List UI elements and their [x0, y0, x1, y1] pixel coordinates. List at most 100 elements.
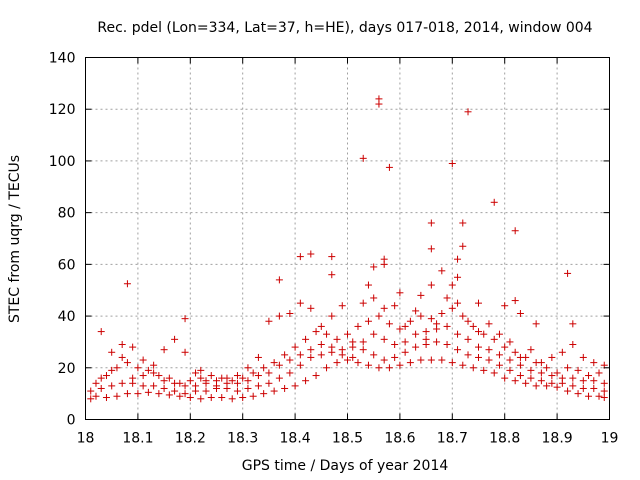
data-point: [401, 348, 409, 356]
data-point: [97, 384, 105, 392]
data-point: [265, 369, 273, 377]
data-point: [574, 366, 582, 374]
data-point: [338, 302, 346, 310]
data-point: [192, 382, 200, 390]
y-axis-ticks: 0 20 40 60 80 100 120 140: [49, 51, 610, 429]
data-point: [359, 154, 367, 162]
data-point: [375, 364, 383, 372]
x-tick-label: 18.3: [227, 431, 258, 447]
data-point: [176, 392, 184, 400]
data-point: [364, 361, 372, 369]
data-point: [579, 384, 587, 392]
data-point: [249, 369, 257, 377]
data-point: [495, 330, 503, 338]
data-point: [123, 359, 131, 367]
data-point: [197, 366, 205, 374]
data-point: [427, 315, 435, 323]
data-point: [118, 341, 126, 349]
data-point: [564, 269, 572, 277]
y-tick-label: 60: [58, 257, 76, 273]
data-point: [459, 242, 467, 250]
data-point: [380, 335, 388, 343]
data-point: [281, 384, 289, 392]
data-point: [448, 281, 456, 289]
data-point: [417, 291, 425, 299]
data-point: [506, 338, 514, 346]
data-point: [501, 343, 509, 351]
data-point: [307, 346, 315, 354]
data-point: [139, 372, 147, 380]
data-point: [454, 273, 462, 281]
data-point: [296, 299, 304, 307]
data-point: [160, 384, 168, 392]
data-point: [281, 351, 289, 359]
y-tick-label: 100: [49, 154, 76, 170]
data-point: [464, 335, 472, 343]
data-point: [338, 351, 346, 359]
data-point: [344, 356, 351, 364]
x-tick-label: 18.7: [437, 431, 468, 447]
data-point: [291, 343, 299, 351]
data-point: [155, 372, 163, 380]
data-point: [511, 348, 519, 356]
data-point: [207, 394, 215, 402]
data-point: [516, 309, 524, 317]
data-point: [260, 364, 268, 372]
data-point: [181, 390, 189, 398]
data-point: [516, 372, 524, 380]
data-point: [349, 353, 357, 361]
data-point: [123, 390, 131, 398]
data-point: [501, 302, 509, 310]
data-point: [139, 356, 147, 364]
data-point: [233, 372, 241, 380]
data-point: [165, 374, 173, 382]
x-tick-label: 18.4: [280, 431, 311, 447]
data-point: [511, 227, 519, 235]
data-point: [275, 361, 283, 369]
data-point: [385, 320, 393, 328]
data-point: [118, 353, 126, 361]
data-point: [150, 361, 158, 369]
chart-title: Rec. pdel (Lon=334, Lat=37, h=HE), days …: [97, 20, 592, 36]
data-point: [370, 263, 378, 271]
data-point: [118, 379, 126, 387]
data-point: [202, 379, 210, 387]
x-tick-label: 19: [601, 431, 619, 447]
data-point: [475, 299, 482, 307]
data-points: [87, 95, 608, 403]
data-point: [475, 353, 482, 361]
data-point: [495, 361, 503, 369]
data-point: [108, 366, 116, 374]
data-point: [228, 395, 236, 403]
data-point: [454, 299, 462, 307]
data-point: [448, 304, 456, 312]
data-point: [564, 387, 572, 395]
data-point: [443, 294, 451, 302]
x-tick-label: 18: [77, 431, 95, 447]
data-point: [506, 366, 514, 374]
data-point: [317, 341, 325, 349]
data-point: [165, 391, 173, 399]
data-point: [97, 328, 105, 336]
data-point: [150, 369, 158, 377]
data-point: [171, 335, 179, 343]
data-point: [92, 379, 100, 387]
data-point: [527, 374, 535, 382]
data-point: [516, 353, 524, 361]
data-point: [92, 392, 100, 400]
data-point: [312, 328, 320, 336]
data-point: [595, 392, 603, 400]
data-point: [396, 289, 404, 297]
data-point: [527, 366, 535, 374]
data-point: [286, 309, 294, 317]
data-point: [495, 351, 503, 359]
data-point: [202, 387, 210, 395]
data-point: [359, 338, 367, 346]
data-point: [433, 338, 441, 346]
data-point: [569, 341, 577, 349]
data-point: [328, 312, 336, 320]
grid-lines: [85, 57, 610, 420]
data-point: [490, 198, 498, 206]
data-point: [380, 356, 388, 364]
